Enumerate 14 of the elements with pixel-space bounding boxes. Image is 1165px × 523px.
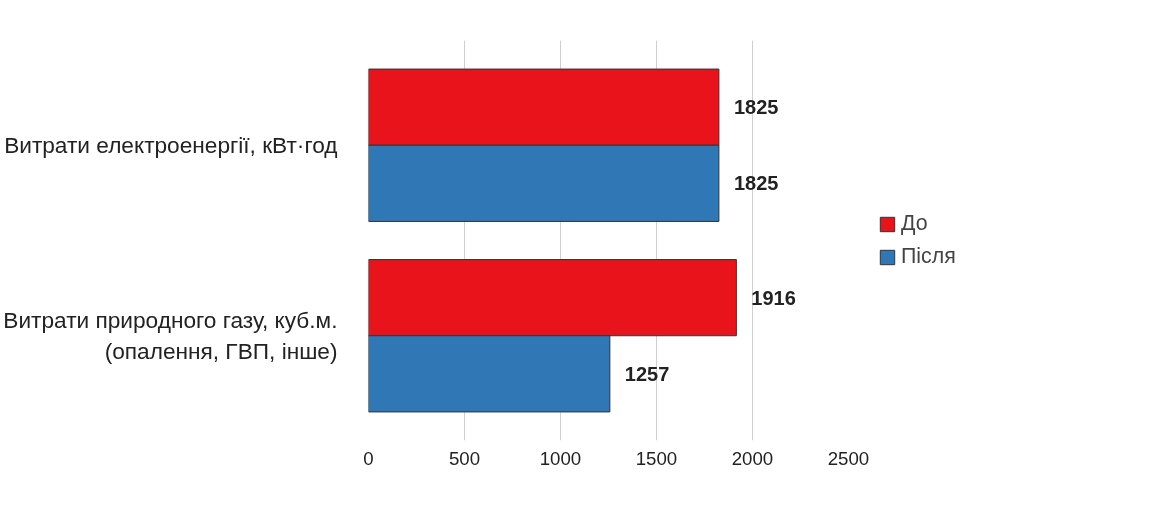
x-tick-label: 500 xyxy=(448,447,481,469)
x-tick-label: 1000 xyxy=(539,447,582,469)
data-label: 1825 xyxy=(733,96,779,119)
legend-label: Після xyxy=(901,244,956,269)
x-tick-label: 1500 xyxy=(635,447,678,469)
legend-label: До xyxy=(901,211,928,236)
data-label: 1825 xyxy=(733,172,779,195)
data-label: 1916 xyxy=(751,286,796,309)
y-tick-label: Витрати природного газу, куб.м. (опалення, ГВП, інше) xyxy=(3,307,338,365)
x-tick-label: 0 xyxy=(363,447,374,469)
x-tick-label: 2500 xyxy=(827,447,870,469)
x-tick-label: 2000 xyxy=(731,447,774,469)
y-tick-label: Витрати електроенергії, кВт·год xyxy=(4,132,338,159)
data-label: 1257 xyxy=(624,362,670,385)
